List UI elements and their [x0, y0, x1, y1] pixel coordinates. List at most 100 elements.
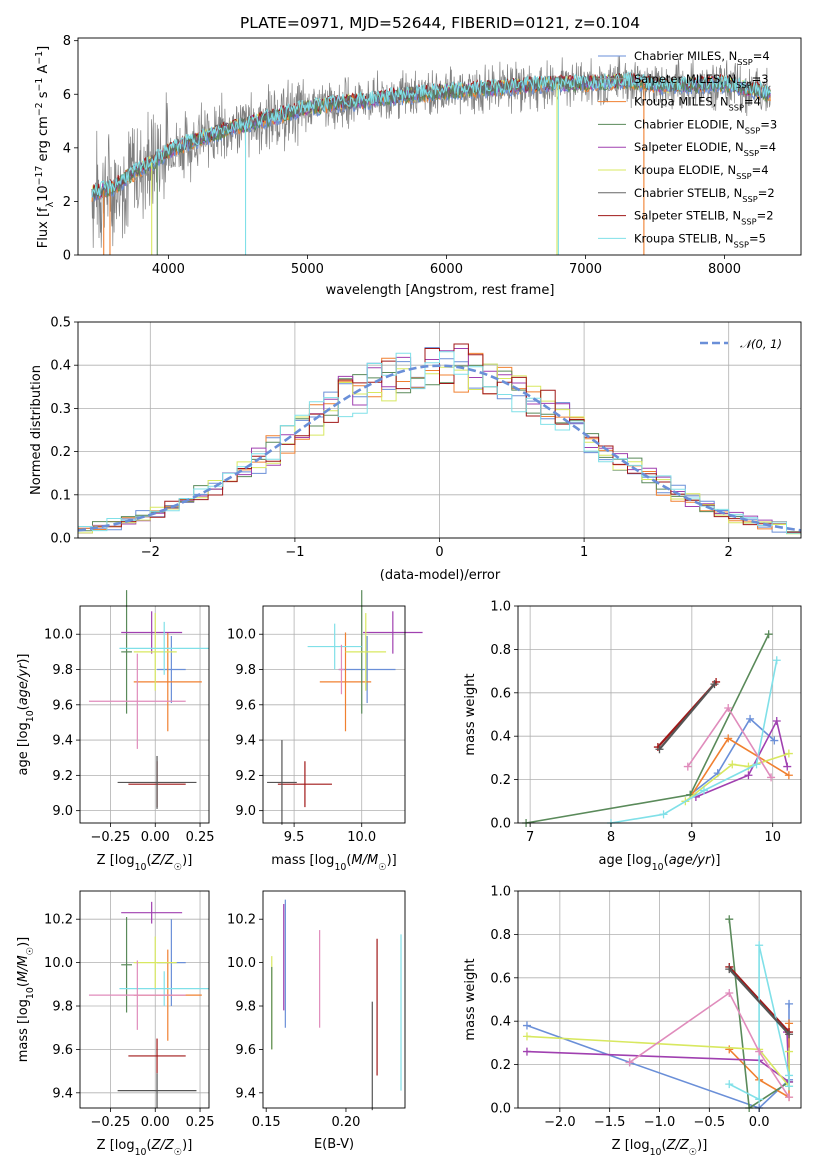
weight-marker	[755, 1095, 764, 1104]
weight_vs_Z-panel: −2.0 −1.5 −1.0 −0.5 0.0 0.0 0.2 0.4 0.6 0.8 1.0 Z […	[463, 885, 802, 1158]
y-tick-label: 0.4	[490, 730, 511, 745]
age_vs_mass-panel: 9.5 10.0 9.0 9.2 9.4 9.6 9.8 10.0 mass [log10(M/…	[227, 590, 423, 873]
x-tick-label: 10.0	[347, 830, 376, 845]
x-tick-label: 0.15	[252, 1115, 281, 1130]
x-tick-label: 8000	[708, 262, 741, 277]
y-tick-label: 9.6	[235, 698, 256, 713]
weight-marker	[725, 988, 734, 997]
x-tick-label: −1.0	[644, 1115, 676, 1130]
age_vs_Z-frame	[79, 605, 210, 824]
x-tick-label: 4000	[152, 262, 185, 277]
x-tick-label: 6000	[430, 262, 463, 277]
x-axis-label: (data-model)/error	[380, 568, 501, 583]
y-tick-label: 2	[63, 195, 71, 210]
x-tick-label: 0.00	[141, 1115, 170, 1130]
y-axis-label: Normed distribution	[29, 365, 44, 495]
mass_vs_ebv-frame	[262, 890, 406, 1109]
y-axis-label: mass [log10(M/M☉)]	[16, 937, 36, 1063]
y-tick-label: 0.6	[490, 971, 511, 986]
residuals-axes: −2 −1 0 1 2 0.0 0.1 0.2 0.3 0.4 0.5 𝒩(0, 1) (data-mo…	[29, 316, 802, 583]
weight-marker	[755, 941, 764, 950]
weight-marker	[724, 734, 733, 743]
y-tick-label: 0.3	[50, 402, 71, 417]
x-axis-label: Z [log10(Z/Z☉)]	[97, 853, 193, 873]
age_vs_Z-axes: −0.25 0.00 0.25 9.0 9.2 9.4 9.6 9.8 10.0 Z [log10…	[16, 605, 215, 873]
y-tick-label: 10.2	[227, 913, 256, 928]
legend-label: Chabrier ELODIE, NSSP=3	[634, 117, 777, 135]
weight-marker	[785, 1030, 794, 1039]
age_vs_mass-frame	[262, 605, 406, 824]
weight-line	[610, 660, 778, 824]
legend-label: Kroupa ELODIE, NSSP=4	[634, 163, 769, 181]
residuals-panel: −2 −1 0 1 2 0.0 0.1 0.2 0.3 0.4 0.5 𝒩(0, 1) (data-mo…	[29, 316, 802, 583]
weight_vs_age-grid	[518, 605, 801, 824]
spectrum-frame	[77, 37, 802, 256]
legend-label: 𝒩(0, 1)	[740, 337, 782, 351]
weight-marker	[710, 680, 719, 689]
y-tick-label: 9.6	[52, 698, 73, 713]
x-tick-label: −1.5	[594, 1115, 626, 1130]
mass_vs_Z-plot-area	[88, 901, 209, 1108]
x-tick-label: −1	[285, 545, 304, 560]
weight-line	[689, 717, 775, 796]
weight_vs_age-panel: 7 8 9 10 0.0 0.2 0.4 0.6 0.8 1.0 age [log10(age/yr…	[463, 600, 802, 873]
y-tick-label: 9.2	[52, 769, 73, 784]
legend-label: Kroupa MILES, NSSP=4	[634, 95, 761, 113]
x-tick-label: 9.5	[284, 830, 305, 845]
y-tick-label: 9.8	[52, 663, 73, 678]
x-tick-label: −2	[141, 545, 160, 560]
weight_vs_Z-axes: −2.0 −1.5 −1.0 −0.5 0.0 0.0 0.2 0.4 0.6 0.8 1.0 Z […	[463, 885, 802, 1158]
y-tick-label: 0.0	[50, 532, 71, 547]
legend-label: Chabrier STELIB, NSSP=2	[634, 186, 775, 204]
y-tick-label: 6	[63, 88, 71, 103]
weight-marker	[783, 762, 792, 771]
weight-marker	[659, 810, 668, 819]
y-tick-label: 0.5	[50, 316, 71, 331]
y-tick-label: 9.8	[52, 1000, 73, 1015]
weight_vs_Z-frame	[517, 890, 802, 1109]
x-tick-label: 7	[526, 830, 534, 845]
x-tick-label: 0.20	[331, 1115, 360, 1130]
normal-curve-line	[77, 364, 802, 532]
x-tick-label: 1	[580, 545, 588, 560]
spectrum-plot-area	[91, 56, 771, 255]
x-tick-label: 0.0	[749, 1115, 770, 1130]
weight-line	[526, 1031, 790, 1084]
legend-label: Salpeter ELODIE, NSSP=4	[634, 140, 776, 158]
y-tick-label: 9.4	[52, 1086, 73, 1101]
weight-marker	[655, 745, 664, 754]
weight-marker	[785, 1019, 794, 1028]
weight-marker	[725, 1080, 734, 1089]
y-tick-label: 4	[63, 141, 71, 156]
y-tick-label: 9.6	[235, 1043, 256, 1058]
weight-line	[728, 968, 790, 1035]
weight-marker	[785, 1047, 794, 1056]
x-axis-label: wavelength [Angstrom, rest frame]	[326, 283, 555, 298]
weight-marker	[764, 630, 773, 639]
spectrum-axes: 4000 5000 6000 7000 8000 0 2 4 6 8 Chabrier MILES,…	[34, 34, 802, 298]
y-tick-label: 9.4	[52, 734, 73, 749]
y-axis-label: mass weight	[463, 958, 478, 1040]
residuals-plot-area	[77, 343, 802, 535]
x-tick-label: 9	[688, 830, 696, 845]
age_vs_mass-axes: 9.5 10.0 9.0 9.2 9.4 9.6 9.8 10.0 mass [log10(M/…	[227, 605, 406, 873]
weight-marker	[785, 999, 794, 1008]
figure-title: PLATE=0971, MJD=52644, FIBERID=0121, z=0…	[240, 14, 640, 32]
legend-label: Chabrier MILES, NSSP=4	[634, 49, 770, 67]
x-tick-label: 0.25	[186, 1115, 215, 1130]
x-axis-label: age [log10(age/yr)]	[598, 853, 720, 873]
x-tick-label: 7000	[569, 262, 602, 277]
x-axis-label: Z [log10(Z/Z☉)]	[612, 1138, 708, 1158]
x-tick-label: −2.0	[544, 1115, 576, 1130]
y-tick-label: 9.8	[235, 1000, 256, 1015]
x-tick-label: 10	[764, 830, 781, 845]
x-tick-label: 5000	[291, 262, 324, 277]
legend-label: Salpeter MILES, NSSP=3	[634, 72, 769, 90]
weight-marker	[699, 786, 708, 795]
weight-marker	[752, 760, 761, 769]
weight-marker	[785, 1093, 794, 1102]
mass_vs_ebv-axes: 0.15 0.20 9.4 9.6 9.8 10.0 10.2 E(B-V)	[227, 890, 406, 1152]
y-axis-label: age [log10(age/yr)]	[16, 653, 36, 775]
age_vs_Z-panel: −0.25 0.00 0.25 9.0 9.2 9.4 9.6 9.8 10.0 Z [log10…	[16, 590, 215, 873]
x-tick-label: 2	[725, 545, 733, 560]
